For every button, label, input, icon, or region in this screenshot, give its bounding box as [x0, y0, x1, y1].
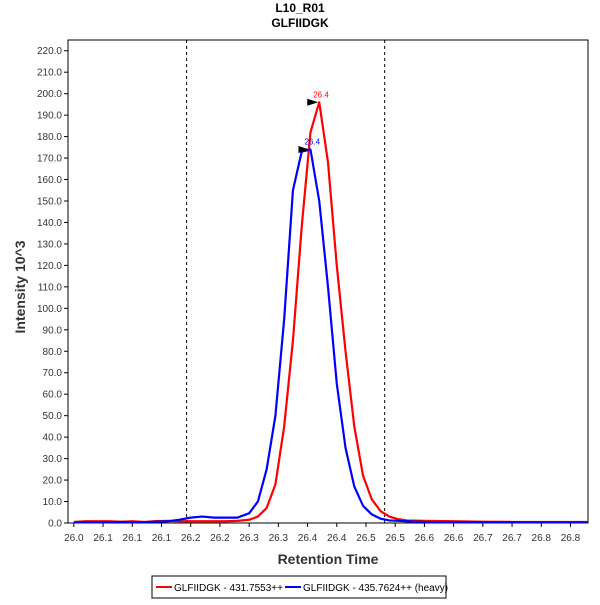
y-tick-label: 180.0	[37, 132, 62, 143]
x-tick-label: 26.7	[473, 533, 493, 544]
x-tick-label: 26.2	[210, 533, 230, 544]
y-axis: 0.0 10.0 20.0 30.0 40.0 50.0 60.0 70.0 80.0 90.0 1…	[37, 46, 68, 530]
y-tick-label: 20.0	[43, 476, 63, 487]
peak-boundaries	[186, 40, 386, 523]
x-tick-label: 26.6	[415, 533, 435, 544]
y-tick-label: 150.0	[37, 197, 62, 208]
y-tick-label: 190.0	[37, 111, 62, 122]
y-tick-label: 100.0	[37, 304, 62, 315]
y-tick-label: 40.0	[43, 433, 63, 444]
series-layer	[73, 101, 588, 524]
x-axis-title: Retention Time	[278, 551, 379, 567]
plot-area	[67, 39, 589, 524]
x-tick-label: 26.3	[239, 533, 259, 544]
chart-title: L10_R01	[275, 1, 325, 15]
chart-subtitle: GLFIIDGK	[271, 16, 329, 30]
peak-annotations: 26.4 26.4	[298, 90, 329, 153]
x-tick-label: 26.1	[123, 533, 143, 544]
x-tick-label: 26.4	[298, 533, 318, 544]
y-tick-label: 50.0	[43, 411, 63, 422]
y-axis-title: Intensity 10^3	[12, 240, 28, 333]
x-tick-label: 26.7	[502, 533, 522, 544]
x-tick-label: 26.6	[444, 533, 464, 544]
y-tick-label: 200.0	[37, 89, 62, 100]
y-tick-label: 110.0	[38, 282, 63, 293]
x-tick-label: 26.3	[269, 533, 289, 544]
x-tick-label: 26.8	[561, 533, 581, 544]
y-tick-label: 80.0	[43, 347, 63, 358]
peak-label: 26.4	[304, 137, 320, 146]
y-tick-label: 220.0	[37, 46, 62, 57]
x-tick-label: 26.1	[152, 533, 172, 544]
x-axis: 26.0 26.1 26.1 26.1 26.2 26.2 26.3 26.3 26.4 26.4…	[64, 523, 581, 544]
x-tick-label: 26.5	[356, 533, 376, 544]
y-tick-label: 90.0	[43, 325, 63, 336]
y-tick-label: 60.0	[43, 390, 63, 401]
series-line-heavy	[73, 148, 588, 524]
x-tick-label: 26.1	[93, 533, 113, 544]
x-tick-label: 26.4	[327, 533, 347, 544]
y-tick-label: 0.0	[48, 519, 62, 530]
y-tick-label: 140.0	[37, 218, 62, 229]
y-tick-label: 70.0	[43, 368, 63, 379]
legend-label-heavy: GLFIIDGK - 435.7624++ (heavy)	[303, 583, 448, 594]
y-tick-label: 120.0	[37, 261, 62, 272]
legend: GLFIIDGK - 431.7553++ GLFIIDGK - 435.762…	[151, 575, 448, 599]
x-tick-label: 26.5	[385, 533, 405, 544]
peak-label: 26.4	[313, 90, 329, 99]
y-tick-label: 30.0	[43, 454, 63, 465]
y-tick-label: 210.0	[37, 68, 62, 79]
peak-marker	[307, 98, 319, 106]
y-tick-label: 160.0	[37, 175, 62, 186]
x-tick-label: 26.8	[532, 533, 552, 544]
y-tick-label: 130.0	[37, 239, 62, 250]
y-tick-label: 170.0	[37, 154, 62, 165]
x-tick-label: 26.0	[64, 533, 84, 544]
peak-marker	[298, 145, 310, 153]
legend-label-light: GLFIIDGK - 431.7553++	[174, 583, 283, 594]
y-tick-label: 10.0	[43, 497, 63, 508]
x-tick-label: 26.2	[181, 533, 201, 544]
